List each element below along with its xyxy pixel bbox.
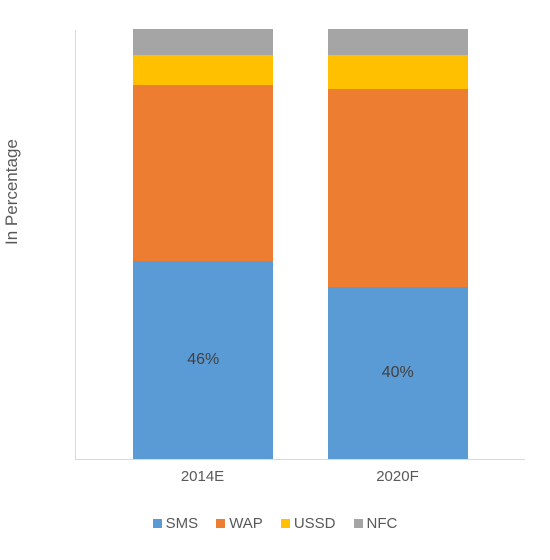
segment-ussd bbox=[133, 55, 273, 85]
legend-swatch bbox=[216, 519, 225, 528]
segment-ussd bbox=[328, 55, 468, 89]
legend-label: SMS bbox=[166, 515, 199, 532]
legend-item-ussd: USSD bbox=[281, 515, 336, 532]
stacked-bar-chart: In Percentage 46% 40% 2014E 20 bbox=[0, 0, 550, 560]
plot-area: 46% 40% bbox=[75, 30, 525, 460]
legend-item-wap: WAP bbox=[216, 515, 263, 532]
legend-label: USSD bbox=[294, 515, 336, 532]
x-axis-labels: 2014E 2020F bbox=[75, 468, 525, 485]
segment-nfc bbox=[133, 29, 273, 55]
legend-item-nfc: NFC bbox=[354, 515, 398, 532]
legend: SMS WAP USSD NFC bbox=[0, 515, 550, 532]
y-axis-label: In Percentage bbox=[2, 139, 22, 245]
segment-sms: 46% bbox=[133, 261, 273, 459]
legend-label: NFC bbox=[367, 515, 398, 532]
legend-swatch bbox=[153, 519, 162, 528]
segment-wap bbox=[328, 89, 468, 287]
bar-2014E: 46% bbox=[133, 29, 273, 459]
segment-nfc bbox=[328, 29, 468, 55]
segment-value-label: 40% bbox=[382, 364, 414, 382]
bars-container: 46% 40% bbox=[76, 30, 525, 459]
segment-value-label: 46% bbox=[187, 351, 219, 369]
segment-wap bbox=[133, 85, 273, 261]
bar-2020F: 40% bbox=[328, 29, 468, 459]
legend-swatch bbox=[354, 519, 363, 528]
x-label: 2020F bbox=[328, 468, 468, 485]
legend-item-sms: SMS bbox=[153, 515, 199, 532]
segment-sms: 40% bbox=[328, 287, 468, 459]
x-label: 2014E bbox=[133, 468, 273, 485]
legend-label: WAP bbox=[229, 515, 263, 532]
legend-swatch bbox=[281, 519, 290, 528]
